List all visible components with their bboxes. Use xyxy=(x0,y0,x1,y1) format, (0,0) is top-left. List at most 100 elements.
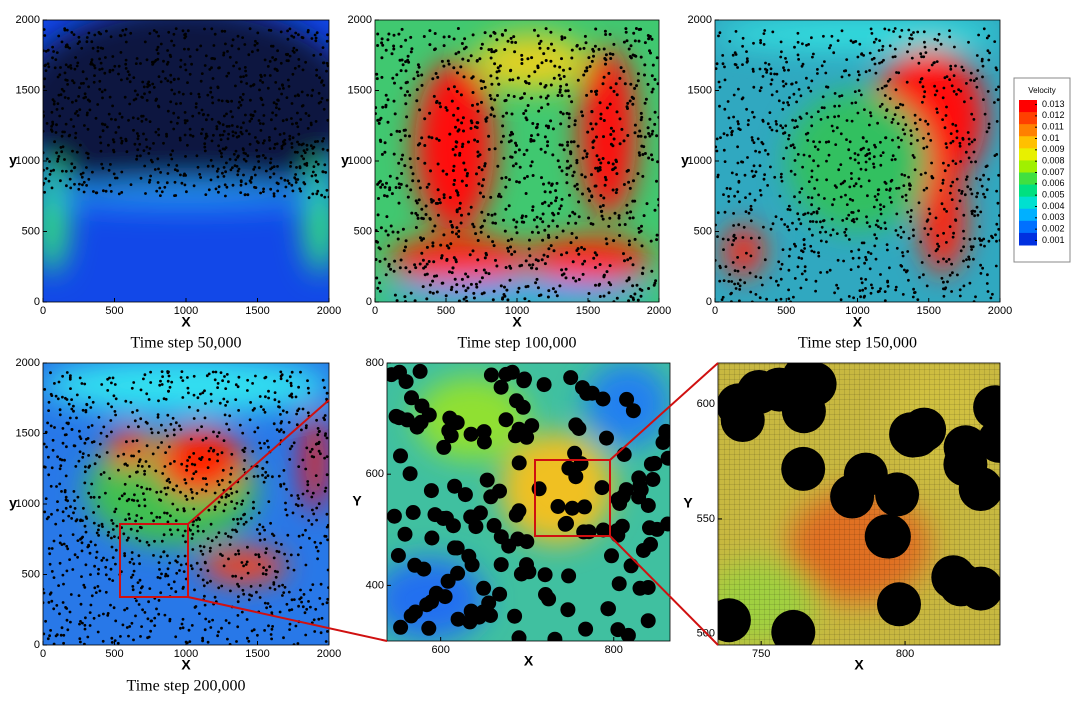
particle xyxy=(178,138,182,142)
particle xyxy=(307,196,311,200)
particle xyxy=(196,396,200,400)
particle xyxy=(166,434,169,438)
particle xyxy=(307,600,310,603)
particle xyxy=(405,115,409,119)
particle xyxy=(807,86,810,90)
particle xyxy=(735,173,738,176)
particle xyxy=(722,193,725,197)
particle xyxy=(786,208,790,211)
particle xyxy=(65,445,68,449)
particle xyxy=(102,612,105,616)
particle xyxy=(145,99,149,102)
particle xyxy=(290,117,293,120)
particle xyxy=(466,286,470,290)
particle xyxy=(204,477,208,480)
particle xyxy=(943,76,947,80)
particle xyxy=(825,159,828,163)
particle xyxy=(294,121,298,125)
particle xyxy=(172,428,176,432)
particle xyxy=(491,298,495,302)
particle xyxy=(139,388,143,392)
particle xyxy=(321,602,325,606)
particle xyxy=(44,430,48,434)
particle xyxy=(445,172,449,176)
particle xyxy=(293,150,297,154)
particle xyxy=(121,623,125,627)
x-tick-label: 0 xyxy=(372,305,378,317)
particle xyxy=(97,31,101,34)
particle xyxy=(856,111,860,115)
particle xyxy=(240,610,244,614)
particle xyxy=(163,511,166,515)
particle xyxy=(991,292,994,296)
particle xyxy=(68,177,72,181)
particle xyxy=(785,60,788,64)
particle xyxy=(206,537,210,540)
particle xyxy=(239,183,243,187)
particle xyxy=(721,237,725,241)
particle xyxy=(318,597,322,600)
particle xyxy=(415,88,419,92)
particle xyxy=(833,92,837,95)
particle xyxy=(183,133,187,137)
particle xyxy=(972,79,976,82)
particle xyxy=(822,219,826,222)
particle xyxy=(494,221,497,225)
particle xyxy=(568,214,572,218)
particle xyxy=(52,642,56,645)
particle xyxy=(400,27,404,31)
particle xyxy=(164,574,167,578)
particle xyxy=(775,72,779,76)
particle xyxy=(890,200,893,204)
particle xyxy=(294,503,298,506)
particle xyxy=(995,120,999,123)
particle xyxy=(180,370,184,373)
particle xyxy=(769,82,773,86)
particle xyxy=(89,540,93,544)
particle xyxy=(251,113,255,117)
particle xyxy=(543,228,547,232)
particle xyxy=(845,119,849,122)
particle xyxy=(613,211,617,215)
particle xyxy=(196,409,200,412)
particle xyxy=(198,173,202,176)
particle xyxy=(392,152,396,156)
particle xyxy=(146,636,150,640)
particle xyxy=(408,93,412,97)
particle xyxy=(966,265,970,269)
particle xyxy=(140,625,144,628)
particle xyxy=(233,164,237,168)
particle xyxy=(220,99,224,103)
particle xyxy=(462,161,466,165)
particle xyxy=(786,101,789,104)
particle xyxy=(120,191,124,194)
particle xyxy=(222,166,226,169)
particle xyxy=(524,214,528,218)
particle xyxy=(611,188,615,192)
particle xyxy=(311,192,315,196)
particle xyxy=(97,528,100,532)
particle xyxy=(216,479,220,483)
particle xyxy=(295,423,299,427)
particle xyxy=(168,561,172,565)
particle xyxy=(985,282,989,285)
particle xyxy=(633,39,637,43)
particle xyxy=(539,95,543,99)
particle xyxy=(955,177,959,181)
particle xyxy=(174,590,178,594)
particle xyxy=(973,385,1000,430)
particle xyxy=(400,172,404,175)
particle xyxy=(143,611,147,614)
particle xyxy=(993,101,996,104)
particle xyxy=(531,263,535,267)
particle xyxy=(791,143,795,147)
particle xyxy=(452,183,456,186)
particle xyxy=(869,252,873,256)
particle xyxy=(884,116,887,119)
particle xyxy=(493,212,497,216)
particle xyxy=(738,299,741,302)
particle xyxy=(105,125,109,129)
particle xyxy=(974,295,977,299)
particle xyxy=(126,536,130,540)
